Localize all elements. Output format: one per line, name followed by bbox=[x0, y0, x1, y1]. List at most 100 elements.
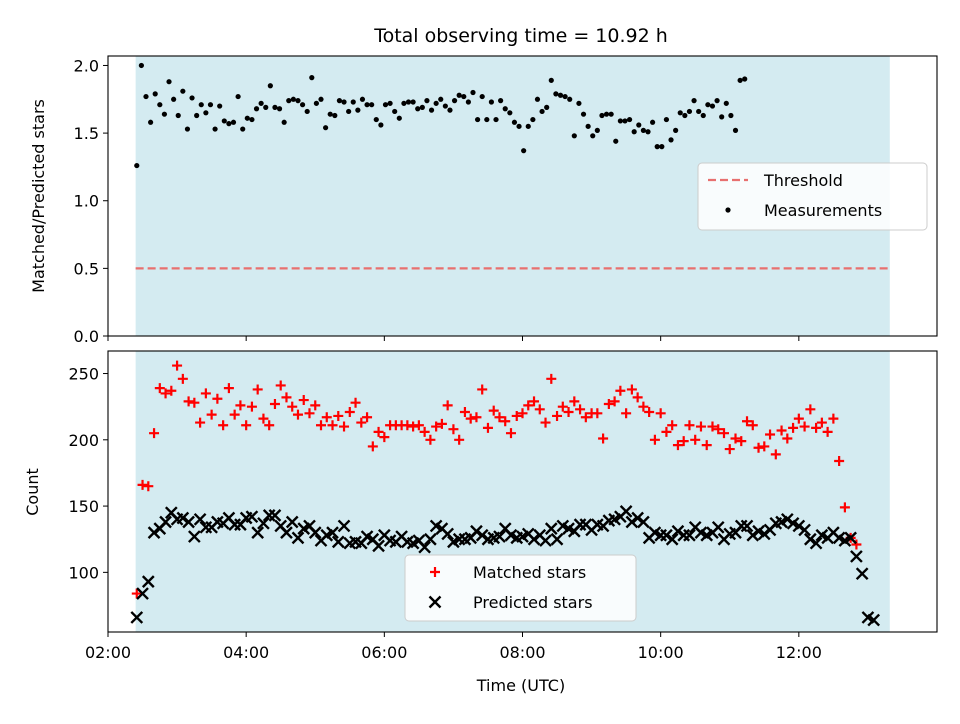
data-point bbox=[263, 104, 269, 111]
data-point bbox=[223, 383, 234, 394]
data-point bbox=[523, 400, 534, 411]
data-point bbox=[571, 133, 577, 139]
data-point bbox=[562, 93, 568, 100]
x-axis-label: Time (UTC) bbox=[476, 676, 565, 695]
legend-predicted-label: Predicted stars bbox=[473, 593, 593, 612]
data-point bbox=[373, 426, 384, 437]
data-point bbox=[696, 108, 702, 115]
data-point bbox=[189, 397, 200, 408]
data-point bbox=[188, 530, 201, 543]
data-point bbox=[799, 421, 810, 432]
data-point bbox=[661, 426, 672, 437]
data-point bbox=[221, 118, 227, 124]
data-point bbox=[424, 98, 430, 104]
data-point bbox=[500, 416, 511, 427]
data-point bbox=[281, 119, 287, 125]
data-point bbox=[649, 434, 660, 445]
data-point bbox=[346, 108, 352, 115]
count-panel-ylabel: Count bbox=[23, 468, 42, 516]
data-point bbox=[525, 123, 531, 129]
data-point bbox=[459, 406, 470, 417]
data-point bbox=[534, 404, 545, 415]
data-point bbox=[134, 162, 140, 169]
data-point bbox=[650, 119, 656, 125]
data-point bbox=[323, 125, 329, 131]
data-point bbox=[625, 515, 639, 529]
data-point bbox=[356, 417, 367, 428]
data-point bbox=[527, 532, 541, 546]
y-tick-label: 0.0 bbox=[74, 327, 99, 346]
ratio-panel-legend: Threshold Measurements bbox=[697, 162, 928, 231]
data-point bbox=[782, 433, 793, 444]
x-tick-label: 06:00 bbox=[361, 643, 407, 662]
data-point bbox=[438, 96, 444, 102]
data-point bbox=[131, 588, 142, 599]
data-point bbox=[644, 406, 655, 417]
data-point bbox=[310, 400, 321, 411]
data-point bbox=[161, 111, 168, 117]
data-point bbox=[281, 392, 292, 403]
data-point bbox=[603, 399, 614, 410]
legend-box bbox=[697, 162, 928, 231]
data-point bbox=[672, 440, 683, 451]
data-point bbox=[805, 404, 816, 415]
data-point bbox=[850, 550, 863, 563]
data-point bbox=[540, 417, 551, 428]
data-point bbox=[746, 528, 760, 542]
count-panel-series-1 bbox=[131, 360, 862, 599]
data-point bbox=[141, 575, 155, 588]
data-point bbox=[552, 410, 563, 421]
data-point bbox=[235, 93, 241, 100]
data-point bbox=[218, 420, 229, 431]
data-point bbox=[867, 613, 881, 627]
y-tick-label: 0.5 bbox=[74, 259, 99, 278]
data-point bbox=[235, 400, 246, 411]
data-point bbox=[148, 119, 154, 125]
data-point bbox=[828, 413, 839, 424]
data-point bbox=[327, 111, 333, 117]
data-point bbox=[291, 531, 305, 545]
data-point bbox=[686, 108, 693, 115]
data-point bbox=[665, 532, 679, 546]
data-point bbox=[736, 436, 747, 447]
data-point bbox=[484, 116, 490, 123]
data-point bbox=[172, 360, 183, 371]
data-point bbox=[590, 133, 596, 139]
data-point bbox=[425, 434, 436, 445]
data-point bbox=[240, 126, 246, 132]
data-point bbox=[448, 424, 459, 435]
data-point bbox=[682, 112, 688, 119]
data-point bbox=[719, 114, 725, 120]
data-point bbox=[402, 420, 413, 431]
data-point bbox=[798, 523, 811, 537]
data-point bbox=[493, 116, 499, 123]
data-point bbox=[428, 107, 435, 113]
data-point bbox=[382, 102, 389, 108]
data-point bbox=[621, 408, 632, 419]
data-point bbox=[189, 95, 195, 101]
data-point bbox=[529, 396, 540, 407]
data-point bbox=[548, 77, 554, 83]
legend-measurements-swatch bbox=[725, 207, 731, 213]
data-point bbox=[678, 436, 689, 447]
data-point bbox=[603, 111, 610, 117]
data-point bbox=[844, 531, 857, 545]
data-point bbox=[286, 98, 292, 104]
data-point bbox=[793, 413, 804, 424]
legend-threshold-label: Threshold bbox=[763, 171, 843, 190]
data-point bbox=[313, 100, 320, 106]
data-point bbox=[632, 392, 643, 403]
data-point bbox=[677, 110, 683, 116]
data-point bbox=[557, 401, 568, 412]
data-point bbox=[718, 428, 729, 439]
data-point bbox=[166, 385, 177, 396]
data-point bbox=[811, 422, 822, 433]
data-point bbox=[413, 420, 424, 431]
data-point bbox=[567, 96, 573, 102]
data-point bbox=[701, 440, 712, 451]
data-point bbox=[355, 107, 361, 113]
data-point bbox=[149, 428, 160, 439]
data-point bbox=[367, 441, 378, 452]
x-tick-label: 04:00 bbox=[223, 643, 269, 662]
data-point bbox=[563, 406, 574, 417]
